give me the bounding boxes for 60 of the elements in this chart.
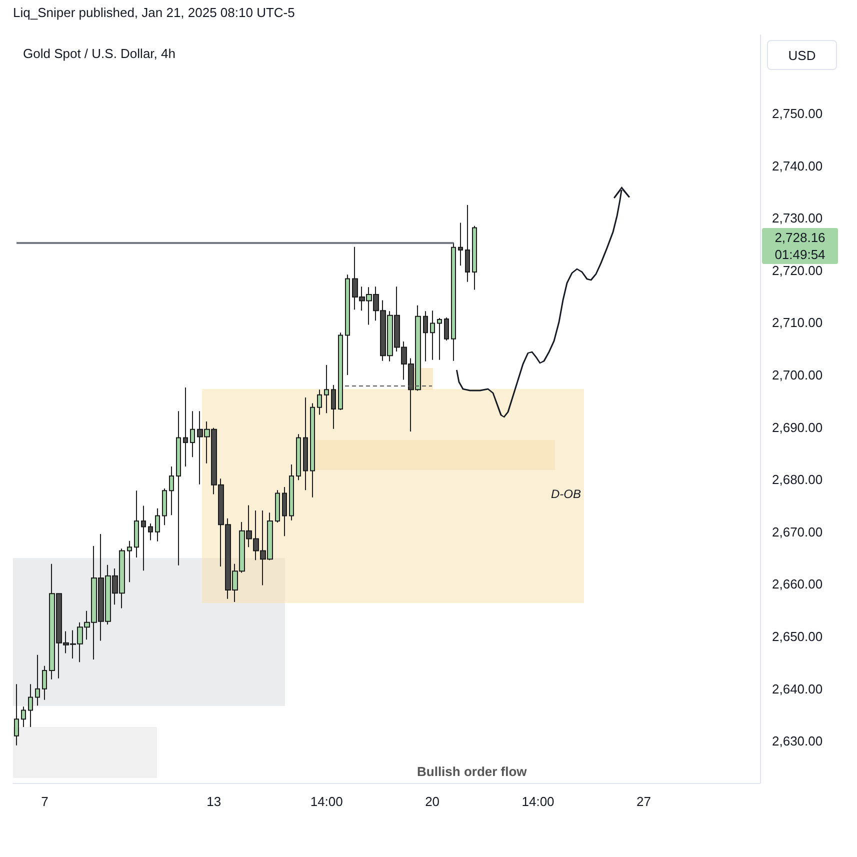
y-tick-label: 2,740.00 [772,158,823,174]
candlestick [345,274,350,376]
candlestick [275,490,280,524]
y-tick-label: 2,690.00 [772,420,823,435]
candlestick [289,464,294,521]
candlestick [134,490,139,558]
candlestick [458,222,463,266]
candlestick [296,434,301,481]
candlestick [176,410,181,566]
y-tick-label: 2,650.00 [772,629,823,644]
y-tick-label: 2,640.00 [772,681,823,696]
candlestick [310,402,315,498]
candlestick [183,387,188,468]
x-tick-label: 14:00 [522,794,554,809]
candlestick [451,242,456,362]
y-tick-label: 2,730.00 [772,210,823,226]
text: 2,728.16 [774,229,826,246]
x-tick-label: 14:00 [310,794,343,809]
candlestick [14,684,19,746]
candlestick [127,540,132,583]
candlestick [444,316,449,341]
candlestick [35,654,40,706]
candlestick [42,665,47,700]
y-tick-label: 2,710.00 [772,315,823,330]
candlestick [338,332,343,411]
candlestick [155,508,160,542]
candlestick [162,488,167,526]
y-tick-label: 2,720.00 [772,262,823,278]
candlestick [190,410,195,458]
candlestick [282,486,287,537]
candlestick [28,684,33,728]
candlestick [423,310,428,362]
annotation: Bullish order flow [417,764,527,779]
candlestick [437,317,442,360]
candlestick [303,396,308,491]
y-tick-label: 2,750.00 [772,106,823,121]
candlestick [317,389,322,416]
text: Liq_Sniper published, Jan 21, 2025 08:10 UTC-5 [13,5,295,20]
y-tick-label: 2,700.00 [772,368,823,382]
candlestick [331,384,336,430]
x-tick-label: 7 [41,794,48,809]
annotation: D-OB [551,487,581,501]
text: Gold Spot / U.S. Dollar, 4h [23,46,176,61]
y-axis-title: USD [767,40,837,70]
candlestick [324,364,329,414]
y-tick-label: 2,680.00 [772,472,823,488]
x-tick-label: 20 [425,794,440,809]
candlestick [141,505,146,572]
candlestick [430,310,435,360]
candlestick [21,706,26,728]
x-tick-label: 27 [636,794,651,809]
candlestick [465,204,470,282]
candlestick [148,523,153,541]
candlestick [472,225,477,290]
y-tick-label: 2,630.00 [772,734,823,749]
y-tick-label: 2,660.00 [772,576,823,592]
text: 01:49:54 [774,246,826,263]
candlestick [169,466,174,516]
y-tick-label: 2,670.00 [772,524,823,540]
x-tick-label: 13 [206,794,222,809]
